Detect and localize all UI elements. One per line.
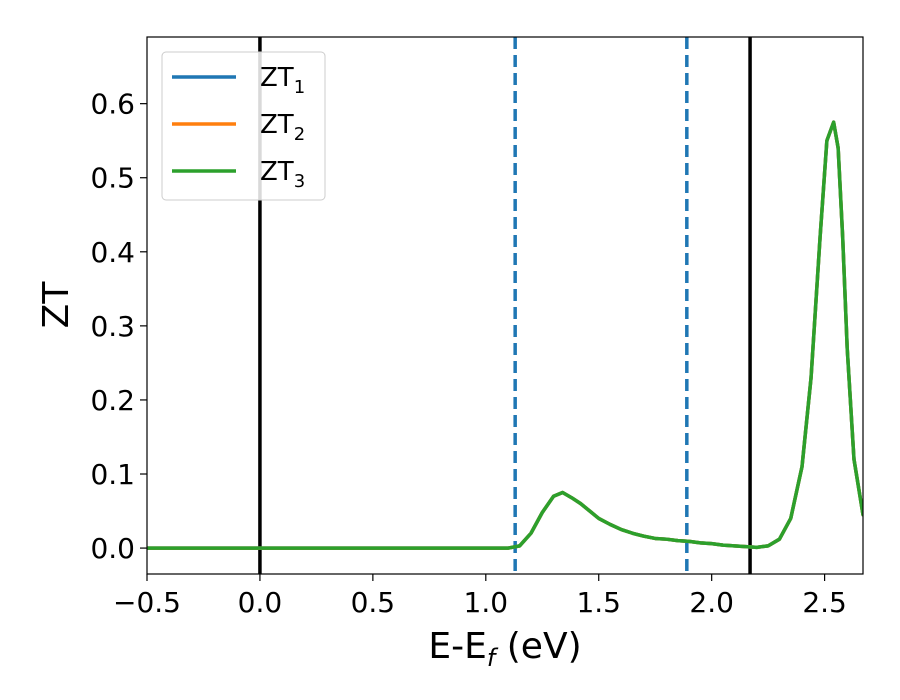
legend-label-main-3: ZT: [260, 157, 294, 187]
x-tick-label-1: 0.0: [238, 586, 283, 619]
x-tick-label-5: 2.0: [689, 586, 734, 619]
y-tick-label-1: 0.1: [90, 458, 135, 491]
y-tick-label-2: 0.2: [90, 384, 135, 417]
y-tick-label-6: 0.6: [90, 88, 135, 121]
x-axis-label-main: E-E: [428, 626, 486, 667]
legend-box: [161, 51, 326, 201]
legend-label-3: ZT3: [260, 157, 305, 192]
legend-label-subscript-2: 2: [294, 124, 305, 145]
series-lines: [147, 120, 863, 550]
x-tick-label-4: 1.5: [576, 586, 621, 619]
y-axis-ticks: 0.0 0.1 0.2 0.3 0.4 0.5 0.6: [90, 88, 147, 565]
y-axis-label: ZT: [36, 281, 77, 329]
legend-label-subscript-1: 1: [294, 77, 305, 98]
plot-frame: [146, 36, 864, 575]
x-tick-label-2: 0.5: [351, 586, 396, 619]
x-axis-label-unit: (eV): [495, 626, 581, 667]
y-tick-label-0: 0.0: [90, 532, 135, 565]
x-axis-ticks: −0.5 0.0 0.5 1.0 1.5 2.0 2.5: [113, 574, 847, 619]
x-tick-label-0: −0.5: [113, 586, 181, 619]
x-axis-label: E-Ef (eV): [428, 626, 581, 672]
legend-label-subscript-3: 3: [294, 171, 305, 192]
legend-label-2: ZT2: [260, 110, 305, 145]
y-tick-label-3: 0.3: [90, 310, 135, 343]
series-line-3: [147, 120, 863, 550]
legend-label-1: ZT1: [260, 63, 305, 98]
x-tick-label-6: 2.5: [802, 586, 847, 619]
y-tick-label-5: 0.5: [90, 162, 135, 195]
x-tick-label-3: 1.0: [464, 586, 509, 619]
legend-label-main-1: ZT: [260, 63, 294, 93]
legend-label-main-2: ZT: [260, 110, 294, 140]
y-tick-label-4: 0.4: [90, 236, 135, 269]
